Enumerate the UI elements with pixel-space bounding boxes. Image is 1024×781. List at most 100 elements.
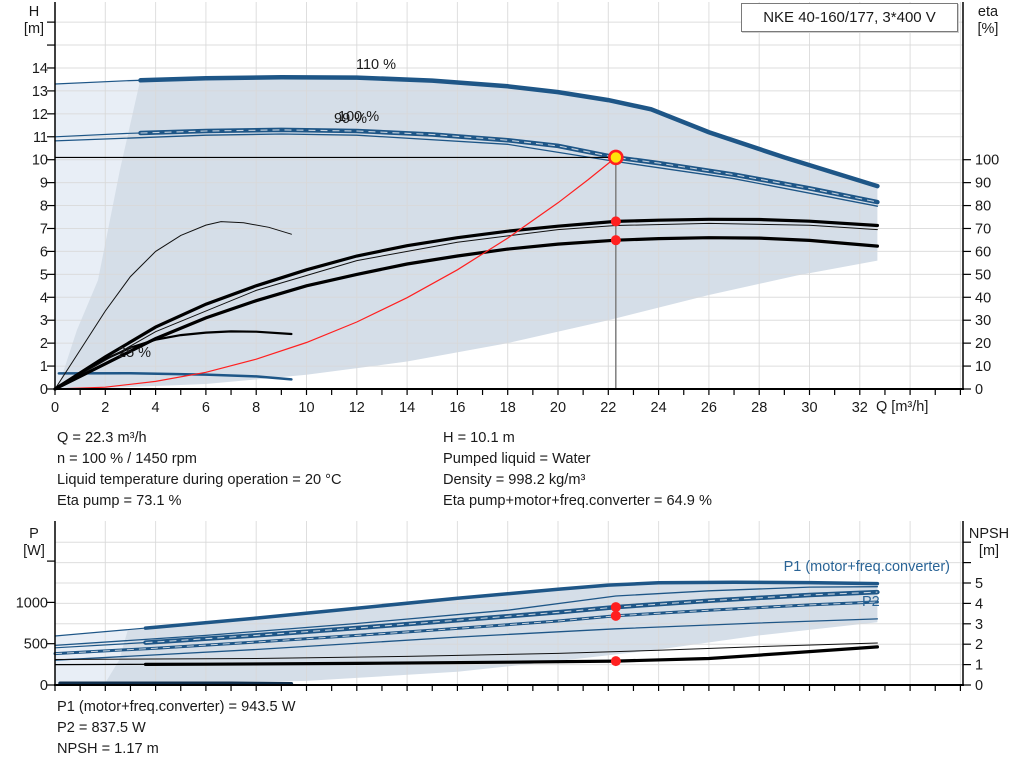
y-right-tick-label: 50 bbox=[975, 267, 991, 283]
x-tick-label: 2 bbox=[101, 400, 109, 416]
power-info: P1 (motor+freq.converter) = 943.5 W P2 = … bbox=[57, 699, 295, 762]
text-line: n = 100 % / 1450 rpm bbox=[57, 451, 197, 467]
y-left-tick-label: 12 bbox=[32, 107, 48, 123]
y-left-tick-label: 6 bbox=[40, 244, 48, 260]
x-tick-label: 10 bbox=[298, 400, 314, 416]
x-tick-label: 8 bbox=[252, 400, 260, 416]
y-left-tick-label: 13 bbox=[32, 84, 48, 100]
eta-pump-motor bbox=[53, 236, 879, 391]
x-tick-label: 20 bbox=[550, 400, 566, 416]
p-thin-companion bbox=[54, 618, 879, 661]
y-right-tick-label: 10 bbox=[975, 359, 991, 375]
x-tick-label: 12 bbox=[349, 400, 365, 416]
npsh-axis-title: NPSH [m] bbox=[968, 526, 1010, 559]
duty-info-left: Q = 22.3 m³/h n = 100 % / 1450 rpm Liquid … bbox=[57, 430, 342, 514]
npsh-110 bbox=[54, 642, 878, 660]
x-tick-label: 24 bbox=[651, 400, 667, 416]
y-right-tick-label: 30 bbox=[975, 313, 991, 329]
y-right-tick-label: 20 bbox=[975, 336, 991, 352]
y-left-tick-label: 5 bbox=[40, 267, 48, 283]
y-left-tick-label: 3 bbox=[40, 313, 48, 329]
operating-envelope bbox=[55, 77, 878, 389]
qh-99 bbox=[54, 133, 879, 207]
x-tick-label: 4 bbox=[152, 400, 160, 416]
y-left-tick-label: 1 bbox=[40, 359, 48, 375]
text-line: H = 10.1 m bbox=[443, 430, 515, 446]
y-right-tick-label: 100 bbox=[975, 153, 999, 169]
y-left-tick-label: 14 bbox=[32, 61, 48, 77]
x-tick-label: 0 bbox=[51, 400, 59, 416]
y-right-tick-label: 40 bbox=[975, 290, 991, 306]
y-left-tick-label: 1000 bbox=[16, 595, 48, 611]
speed-100-label: 100 % bbox=[338, 109, 380, 125]
p-axis-title: P [W] bbox=[23, 526, 45, 559]
pump-title-box: NKE 40-160/177, 3*400 V bbox=[741, 3, 958, 32]
text-line: Eta pump+motor+freq.converter = 64.9 % bbox=[443, 493, 712, 509]
y-left-tick-label: 8 bbox=[40, 199, 48, 215]
y-left-tick-label: 4 bbox=[40, 290, 48, 306]
y-left-tick-label: 0 bbox=[40, 382, 48, 398]
p1-curve-label: P1 (motor+freq.converter) bbox=[783, 559, 950, 575]
eta-pump bbox=[53, 217, 879, 391]
eta-thin-companion bbox=[54, 222, 878, 390]
npsh-point bbox=[610, 656, 621, 667]
eta-axis-title: eta [%] bbox=[977, 4, 999, 37]
qh-25 bbox=[57, 371, 293, 381]
text-line: Pumped liquid = Water bbox=[443, 451, 591, 467]
x-tick-label: 6 bbox=[202, 400, 210, 416]
x-tick-label: 32 bbox=[852, 400, 868, 416]
text-line: Q = 22.3 m³/h bbox=[57, 430, 147, 446]
p1-110 bbox=[143, 580, 880, 630]
p2-curve-label: P2 bbox=[862, 594, 880, 610]
y-right-tick-label: 0 bbox=[975, 678, 983, 694]
y-right-tick-label: 0 bbox=[975, 382, 983, 398]
speed-99-label: 99 % bbox=[334, 111, 368, 127]
text-line: P1 (motor+freq.converter) = 943.5 W bbox=[57, 699, 296, 715]
speed-110-label: 110 % bbox=[356, 57, 397, 73]
text-line: Liquid temperature during operation = 20… bbox=[57, 472, 342, 488]
y-left-tick-label: 0 bbox=[40, 678, 48, 694]
system-curve bbox=[54, 156, 617, 390]
y-right-tick-label: 1 bbox=[975, 658, 983, 674]
qh-100 bbox=[138, 127, 880, 205]
y-right-tick-label: 2 bbox=[975, 637, 983, 653]
y-right-tick-label: 70 bbox=[975, 221, 991, 237]
y-left-tick-label: 2 bbox=[40, 336, 48, 352]
y-right-tick-label: 5 bbox=[975, 576, 983, 592]
p1-100-centerline bbox=[145, 591, 878, 644]
min-flow-region bbox=[55, 79, 141, 389]
x-tick-label: 28 bbox=[751, 400, 767, 416]
y-left-tick-label: 11 bbox=[33, 130, 48, 146]
x-tick-label: 18 bbox=[500, 400, 516, 416]
duty-info-right: H = 10.1 m Pumped liquid = Water Density =… bbox=[443, 430, 712, 514]
y-left-tick-label: 500 bbox=[24, 637, 48, 653]
h-axis-title: H [m] bbox=[23, 4, 45, 37]
y-right-tick-label: 4 bbox=[975, 596, 983, 612]
p-min-speed bbox=[58, 681, 294, 686]
p2-100 bbox=[53, 600, 879, 656]
text-line: Density = 998.2 kg/m³ bbox=[443, 472, 586, 488]
min-flow-region-power bbox=[55, 629, 128, 685]
q-axis-title: Q [m³/h] bbox=[876, 399, 929, 415]
power-envelope bbox=[55, 582, 878, 685]
p1-point bbox=[610, 602, 621, 613]
p2-110 bbox=[54, 586, 879, 647]
x-tick-label: 16 bbox=[449, 400, 465, 416]
npsh-100 bbox=[143, 645, 879, 666]
x-tick-label: 26 bbox=[701, 400, 717, 416]
duty-point[interactable] bbox=[608, 149, 624, 166]
y-left-tick-label: 9 bbox=[40, 176, 48, 192]
y-left-tick-label: 10 bbox=[32, 153, 48, 169]
y-right-tick-label: 60 bbox=[975, 244, 991, 260]
text-line: Eta pump = 73.1 % bbox=[57, 493, 182, 509]
y-right-tick-label: 80 bbox=[975, 199, 991, 215]
y-right-tick-label: 3 bbox=[975, 617, 983, 633]
qh-110 bbox=[138, 74, 880, 189]
x-tick-label: 30 bbox=[801, 400, 817, 416]
eta-pump-min-speed bbox=[54, 221, 292, 390]
x-tick-label: 14 bbox=[399, 400, 415, 416]
text-line: P2 = 837.5 W bbox=[57, 720, 146, 736]
y-right-tick-label: 90 bbox=[975, 176, 991, 192]
